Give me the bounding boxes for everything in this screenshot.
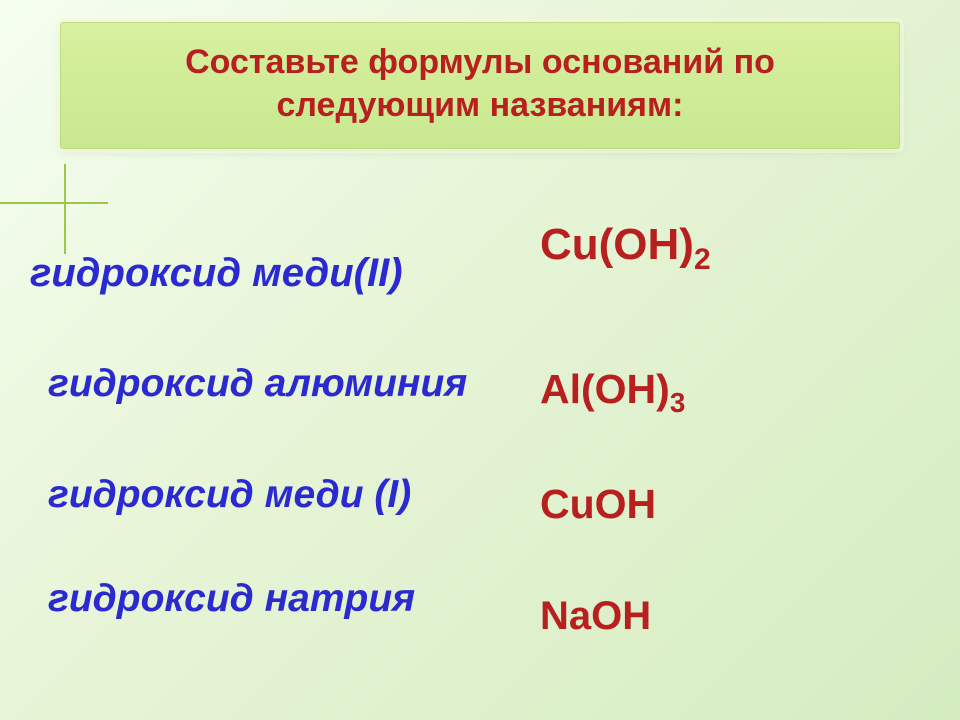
compound-formula: NaOH <box>540 594 651 639</box>
compound-row: гидроксид натрия NaOH <box>30 576 960 621</box>
compound-formula: CuOH <box>540 481 656 528</box>
compound-row: гидроксид меди (I) CuOH <box>30 471 960 518</box>
compound-name: гидроксид меди (I) <box>30 473 540 517</box>
compound-formula: Cu(OH)2 <box>540 220 711 270</box>
slide-title: Составьте формулы оснований по следующим… <box>91 41 869 126</box>
decorative-line-horizontal <box>0 202 108 204</box>
slide: Составьте формулы оснований по следующим… <box>0 0 960 720</box>
compound-formula: Al(OH)3 <box>540 366 685 413</box>
compound-row: гидроксид алюминия Al(OH)3 <box>30 360 960 407</box>
title-box: Составьте формулы оснований по следующим… <box>60 22 900 149</box>
compound-name: гидроксид алюминия <box>30 362 540 406</box>
compound-name: гидроксид меди(II) <box>30 251 540 296</box>
content-area: гидроксид меди(II) Cu(OH)2 гидроксид алю… <box>0 230 960 621</box>
compound-row: гидроксид меди(II) Cu(OH)2 <box>30 248 960 298</box>
compound-name: гидроксид натрия <box>30 577 540 621</box>
